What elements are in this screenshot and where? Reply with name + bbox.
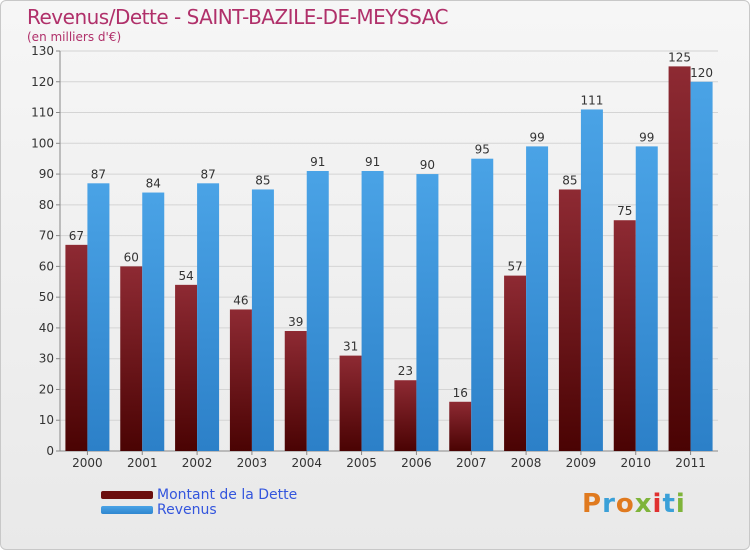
y-tick-label: 60	[39, 259, 54, 273]
bar-revenus	[87, 183, 110, 452]
x-tick-label: 2011	[675, 456, 706, 470]
data-label-dette: 125	[668, 50, 691, 64]
data-label-revenus: 87	[91, 167, 106, 181]
legend-label-dette: Montant de la Dette	[157, 486, 298, 503]
legend: Montant de la Dette Revenus	[101, 486, 298, 518]
legend-item-revenus: Revenus	[101, 501, 297, 518]
bar-revenus	[306, 171, 329, 451]
y-tick-label: 30	[39, 352, 54, 366]
data-label-dette: 39	[288, 315, 303, 329]
y-tick-label: 100	[31, 136, 54, 150]
bar-dette	[613, 220, 636, 451]
legend-swatch-revenus	[101, 505, 153, 514]
bar-dette	[229, 309, 252, 451]
data-label-dette: 23	[398, 364, 413, 378]
bar-revenus	[580, 109, 603, 451]
data-label-revenus: 99	[639, 130, 654, 144]
data-label-revenus: 87	[200, 167, 215, 181]
x-tick-label: 2000	[72, 456, 103, 470]
logo-letter: P	[582, 489, 603, 519]
data-label-dette: 46	[233, 293, 248, 307]
x-tick-label: 2005	[346, 456, 377, 470]
data-label-revenus: 84	[146, 177, 161, 191]
bar-dette	[504, 275, 527, 451]
chart-subtitle: (en milliers d'€)	[27, 30, 122, 44]
data-label-revenus: 95	[475, 143, 490, 157]
bar-dette	[120, 266, 143, 451]
y-tick-label: 50	[39, 290, 54, 304]
data-label-dette: 85	[562, 173, 577, 187]
y-tick-label: 90	[39, 167, 54, 181]
data-label-revenus: 91	[310, 155, 325, 169]
bar-dette	[558, 189, 581, 451]
bar-dette	[394, 380, 417, 451]
logo-letter: o	[615, 489, 635, 519]
data-label-dette: 54	[178, 269, 193, 283]
chart-title: Revenus/Dette - SAINT-BAZILE-DE-MEYSSAC	[27, 5, 449, 29]
legend-item-dette: Montant de la Dette	[101, 486, 298, 503]
data-label-dette: 75	[617, 204, 632, 218]
legend-label-revenus: Revenus	[157, 501, 217, 518]
x-tick-label: 2002	[182, 456, 213, 470]
bar-revenus	[251, 189, 274, 451]
bar-dette	[175, 284, 198, 451]
logo-letter: x	[634, 489, 653, 519]
x-tick-label: 2010	[620, 456, 651, 470]
y-tick-label: 110	[31, 106, 54, 120]
bar-dette	[668, 66, 691, 451]
y-tick-label: 20	[39, 382, 54, 396]
bar-revenus	[690, 81, 713, 452]
data-label-dette: 60	[124, 250, 139, 264]
data-label-revenus: 90	[420, 158, 435, 172]
y-tick-label: 80	[39, 198, 54, 212]
bar-revenus	[416, 174, 439, 452]
x-tick-label: 2009	[566, 456, 597, 470]
proxiti-logo: Proxiti	[582, 489, 686, 519]
data-label-revenus: 85	[255, 173, 270, 187]
logo-letter: t	[662, 489, 676, 519]
data-label-revenus: 120	[690, 66, 713, 80]
logo-letter: r	[602, 489, 616, 519]
x-tick-label: 2001	[127, 456, 158, 470]
x-tick-label: 2006	[401, 456, 432, 470]
bar-revenus	[635, 146, 658, 451]
logo-letter: i	[675, 489, 686, 519]
y-tick-label: 70	[39, 229, 54, 243]
bar-revenus	[361, 171, 384, 451]
data-label-revenus: 91	[365, 155, 380, 169]
data-label-dette: 16	[453, 386, 468, 400]
y-tick-label: 10	[39, 413, 54, 427]
bar-dette	[65, 244, 88, 451]
bar-dette	[449, 401, 472, 451]
data-label-revenus: 99	[529, 130, 544, 144]
x-tick-label: 2004	[291, 456, 322, 470]
y-tick-label: 40	[39, 321, 54, 335]
data-label-dette: 57	[507, 260, 522, 274]
x-tick-label: 2003	[237, 456, 268, 470]
bar-dette	[284, 331, 307, 451]
bar-revenus	[471, 158, 494, 451]
data-label-dette: 31	[343, 340, 358, 354]
y-tick-label: 120	[31, 75, 54, 89]
legend-swatch-dette	[101, 490, 153, 499]
x-tick-label: 2007	[456, 456, 487, 470]
bar-dette	[339, 355, 362, 451]
bar-revenus	[142, 192, 165, 452]
x-tick-label: 2008	[511, 456, 542, 470]
bar-revenus	[526, 146, 549, 451]
y-tick-label: 130	[31, 44, 54, 58]
data-label-revenus: 111	[580, 93, 603, 107]
data-label-dette: 67	[69, 229, 84, 243]
y-tick-label: 0	[46, 444, 54, 458]
bar-revenus	[197, 183, 220, 452]
logo-letter: i	[652, 489, 663, 519]
